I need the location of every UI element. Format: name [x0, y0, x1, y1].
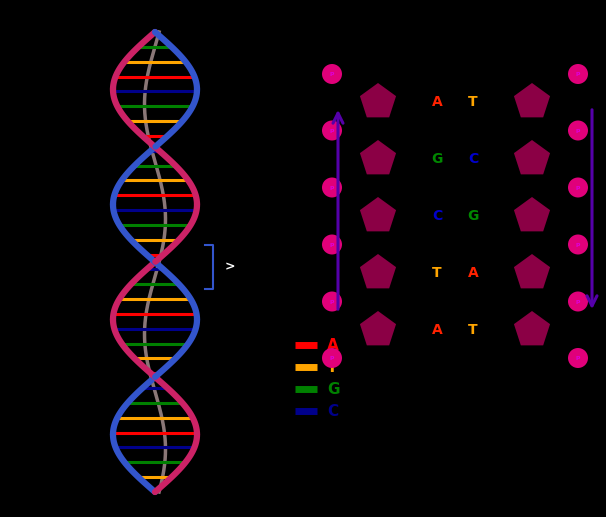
- Text: T: T: [432, 266, 442, 280]
- Polygon shape: [360, 140, 396, 174]
- Text: G: G: [467, 209, 479, 223]
- Polygon shape: [360, 197, 396, 232]
- Text: C: C: [327, 403, 338, 418]
- Text: A: A: [431, 323, 442, 337]
- Text: p: p: [330, 356, 334, 360]
- Text: C: C: [468, 152, 478, 166]
- Circle shape: [568, 120, 588, 141]
- Circle shape: [322, 64, 342, 84]
- Circle shape: [322, 292, 342, 312]
- Text: p: p: [576, 128, 580, 133]
- Circle shape: [568, 235, 588, 254]
- Text: G: G: [327, 382, 339, 397]
- Text: p: p: [576, 242, 580, 247]
- Circle shape: [568, 64, 588, 84]
- Text: T: T: [327, 359, 338, 374]
- Text: A: A: [431, 95, 442, 109]
- Polygon shape: [514, 311, 550, 345]
- Polygon shape: [360, 311, 396, 345]
- Polygon shape: [514, 197, 550, 232]
- Text: p: p: [576, 356, 580, 360]
- Circle shape: [322, 235, 342, 254]
- Circle shape: [568, 177, 588, 197]
- Text: T: T: [468, 95, 478, 109]
- Polygon shape: [514, 254, 550, 288]
- Circle shape: [322, 348, 342, 368]
- Text: C: C: [432, 209, 442, 223]
- Text: p: p: [576, 71, 580, 77]
- Circle shape: [568, 348, 588, 368]
- Text: >: >: [225, 261, 236, 273]
- Text: p: p: [576, 299, 580, 304]
- Text: A: A: [468, 266, 478, 280]
- Polygon shape: [360, 254, 396, 288]
- Polygon shape: [514, 83, 550, 117]
- Text: p: p: [330, 128, 334, 133]
- Text: p: p: [330, 299, 334, 304]
- Text: p: p: [330, 71, 334, 77]
- Polygon shape: [360, 83, 396, 117]
- Text: p: p: [330, 242, 334, 247]
- Circle shape: [322, 177, 342, 197]
- Text: A: A: [327, 338, 339, 353]
- Circle shape: [568, 292, 588, 312]
- Text: T: T: [468, 323, 478, 337]
- Polygon shape: [514, 140, 550, 174]
- Text: p: p: [576, 185, 580, 190]
- Text: p: p: [330, 185, 334, 190]
- Text: G: G: [431, 152, 443, 166]
- Circle shape: [322, 120, 342, 141]
